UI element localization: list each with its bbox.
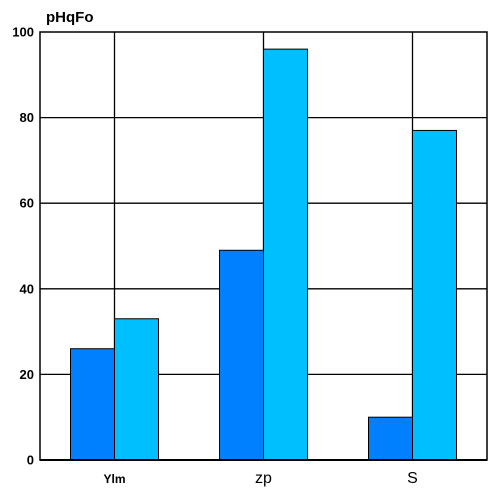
bar [219, 249, 264, 461]
bars [70, 48, 457, 461]
bar [368, 416, 413, 461]
chart-title: pHqFo [46, 9, 93, 26]
y-tick-label: 0 [27, 453, 34, 468]
bar [263, 48, 308, 461]
x-category-label: S [407, 470, 418, 487]
y-tick-label: 40 [20, 281, 34, 296]
y-tick-label: 80 [20, 110, 34, 125]
x-category-label: zp [255, 470, 272, 487]
plot-frame [39, 31, 488, 461]
bar [412, 129, 457, 461]
x-category-label: Ylm [103, 472, 125, 486]
bar [114, 318, 159, 461]
y-tick-label: 60 [20, 196, 34, 211]
y-axis-ticks: 0 20 40 60 80 100 [12, 25, 34, 468]
y-tick-label: 20 [20, 367, 34, 382]
x-axis-categories: Ylm zp S [103, 470, 417, 487]
y-tick-label: 100 [12, 25, 34, 40]
bar [70, 348, 115, 461]
